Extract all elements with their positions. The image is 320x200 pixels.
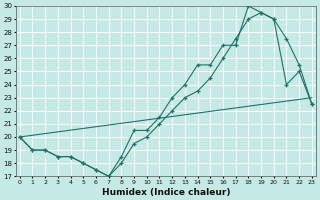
X-axis label: Humidex (Indice chaleur): Humidex (Indice chaleur) (101, 188, 230, 197)
